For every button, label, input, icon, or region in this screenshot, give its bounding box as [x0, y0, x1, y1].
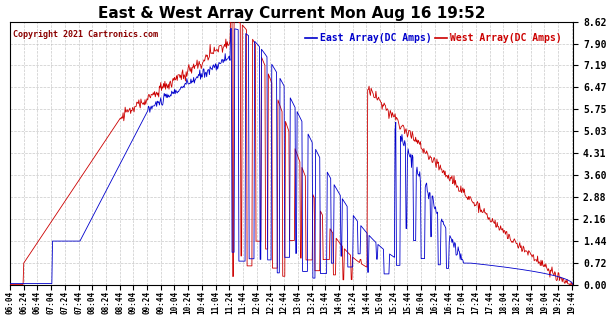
Legend: East Array(DC Amps), West Array(DC Amps): East Array(DC Amps), West Array(DC Amps) [302, 29, 565, 47]
Text: Copyright 2021 Cartronics.com: Copyright 2021 Cartronics.com [13, 30, 158, 39]
Title: East & West Array Current Mon Aug 16 19:52: East & West Array Current Mon Aug 16 19:… [98, 5, 485, 20]
